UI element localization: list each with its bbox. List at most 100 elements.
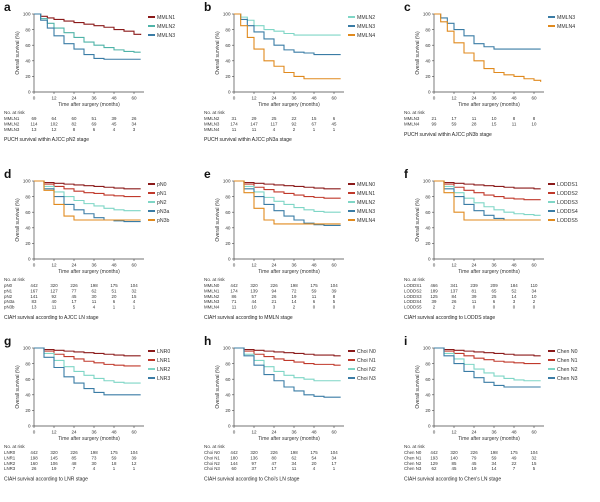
risk-cell: 45 xyxy=(332,121,337,126)
risk-cell: 79 xyxy=(472,455,477,460)
risk-cell: 226 xyxy=(70,450,78,455)
x-axis-label: Time after surgery (months) xyxy=(58,436,120,442)
y-tick-label: 80 xyxy=(225,194,231,199)
y-tick-label: 20 xyxy=(225,408,231,413)
y-tick-label: 0 xyxy=(28,424,31,429)
risk-cell: 29 xyxy=(252,116,257,121)
risk-cell: 13 xyxy=(32,127,37,132)
risk-row-label: MMLN1 xyxy=(204,288,220,293)
risk-cell: 97 xyxy=(252,461,257,466)
panel-c: c 0 20 40 60 80 100 0 12 24 36 48 60 Overall survival… xyxy=(404,0,575,138)
legend-label: Chen N2 xyxy=(557,367,578,373)
x-tick-label: 48 xyxy=(111,96,117,101)
panel-letter: c xyxy=(404,0,411,14)
y-axis-label: Overall survival (%) xyxy=(215,365,221,409)
legend-label: MMLN2 xyxy=(357,200,375,206)
risk-cell: 19 xyxy=(472,466,477,471)
risk-cell: 6 xyxy=(333,116,336,121)
x-tick-label: 0 xyxy=(433,96,436,101)
curve-chen-n3 xyxy=(434,347,541,388)
y-tick-label: 40 xyxy=(425,226,431,231)
risk-cell: 69 xyxy=(92,121,97,126)
risk-cell: 114 xyxy=(31,121,39,126)
x-tick-label: 24 xyxy=(71,430,77,435)
curve-lodds5 xyxy=(434,180,541,221)
risk-cell: 14 xyxy=(292,299,297,304)
risk-cell: 104 xyxy=(330,450,338,455)
risk-cell: 5 xyxy=(533,466,536,471)
risk-cell: 193 xyxy=(430,455,438,460)
risk-cell: 22 xyxy=(512,461,517,466)
risk-cell: 17 xyxy=(272,466,277,471)
risk-row-label: Choi N2 xyxy=(204,461,220,466)
risk-cell: 136 xyxy=(250,455,258,460)
risk-row-label: LNR3 xyxy=(4,466,16,471)
risk-cell: 2 xyxy=(453,305,456,310)
x-tick-label: 24 xyxy=(271,96,277,101)
legend-label: pN3a xyxy=(157,209,170,215)
risk-cell: 5 xyxy=(333,299,336,304)
risk-cell: 110 xyxy=(531,283,539,288)
risk-cell: 4 xyxy=(93,466,96,471)
risk-row-label: MMLN2 xyxy=(204,294,220,299)
x-tick-label: 0 xyxy=(233,430,236,435)
risk-cell: 4 xyxy=(113,127,116,132)
legend-label: pN3b xyxy=(157,218,170,224)
x-tick-label: 36 xyxy=(291,430,297,435)
legend-label: MMLN0 xyxy=(357,182,375,188)
legend-label: MMLN2 xyxy=(157,24,175,30)
risk-cell: 1 xyxy=(333,127,336,132)
legend-label: MMLN3 xyxy=(557,15,575,21)
legend-label: LODDS4 xyxy=(557,209,578,215)
x-tick-label: 12 xyxy=(51,430,57,435)
risk-cell: 198 xyxy=(290,450,298,455)
risk-cell: 34 xyxy=(292,461,297,466)
risk-row-label: MMLN1 xyxy=(4,116,20,121)
risk-cell: 198 xyxy=(90,450,98,455)
x-tick-label: 60 xyxy=(131,263,137,268)
risk-row-label: LODDS1 xyxy=(404,283,422,288)
risk-table-header: No. at risk xyxy=(4,110,25,115)
risk-cell: 13 xyxy=(32,305,37,310)
risk-cell: 45 xyxy=(72,294,77,299)
risk-row-label: MMLN3 xyxy=(204,121,220,126)
curve-mmln3 xyxy=(234,13,341,56)
risk-cell: 198 xyxy=(290,283,298,288)
legend-label: MMLN4 xyxy=(357,218,375,224)
risk-cell: 6 xyxy=(493,299,496,304)
x-tick-label: 24 xyxy=(471,430,477,435)
risk-row-label: pN3a xyxy=(4,299,15,304)
risk-cell: 226 xyxy=(270,283,278,288)
y-tick-label: 80 xyxy=(225,27,231,32)
risk-cell: 85 xyxy=(72,455,77,460)
risk-row-label: LODDS2 xyxy=(404,288,422,293)
legend-label: Chen N0 xyxy=(557,349,578,355)
y-tick-label: 0 xyxy=(28,257,31,262)
curve-mmln1 xyxy=(34,13,142,36)
risk-cell: 106 xyxy=(50,461,58,466)
x-tick-label: 12 xyxy=(51,263,57,268)
x-tick-label: 60 xyxy=(131,430,137,435)
risk-cell: 81 xyxy=(472,288,477,293)
panel-caption: CIAH survival according to AJCC LN stage xyxy=(4,315,99,321)
curve-lnr2 xyxy=(34,347,141,384)
curve-lodds2 xyxy=(434,180,541,201)
risk-cell: 175 xyxy=(110,283,118,288)
risk-table-header: No. at risk xyxy=(4,277,25,282)
legend-label: MMLN2 xyxy=(357,15,375,21)
risk-cell: 72 xyxy=(292,288,297,293)
risk-cell: 226 xyxy=(270,450,278,455)
risk-cell: 48 xyxy=(72,461,77,466)
x-tick-label: 12 xyxy=(251,430,257,435)
x-tick-label: 36 xyxy=(91,263,97,268)
x-tick-label: 0 xyxy=(433,263,436,268)
y-axis-label: Overall survival (%) xyxy=(415,31,421,75)
y-tick-label: 40 xyxy=(225,59,231,64)
y-tick-label: 0 xyxy=(428,90,431,95)
risk-cell: 117 xyxy=(271,121,279,126)
risk-cell: 39 xyxy=(112,116,117,121)
risk-cell: 320 xyxy=(250,283,258,288)
risk-cell: 8 xyxy=(513,116,516,121)
